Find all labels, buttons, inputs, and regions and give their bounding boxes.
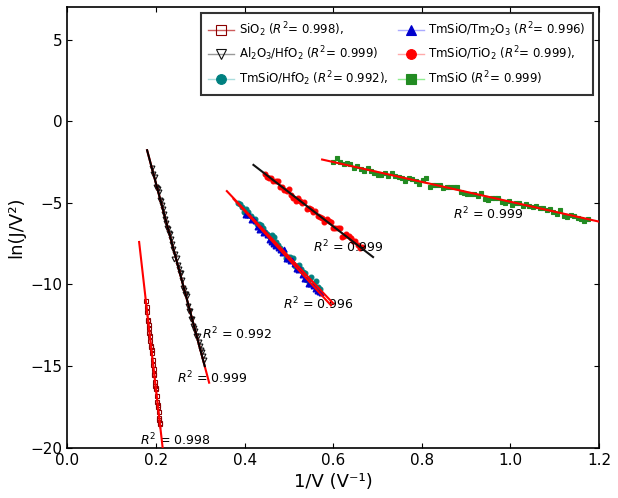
Text: $R^2$ = 0.999: $R^2$ = 0.999 [453,206,523,223]
Text: $R^2$ = 0.992: $R^2$ = 0.992 [203,325,273,342]
Text: $R^2$ = 0.998: $R^2$ = 0.998 [140,431,211,448]
Text: $R^2$ = 0.999: $R^2$ = 0.999 [177,370,248,386]
Text: $R^2$ = 0.999: $R^2$ = 0.999 [313,239,384,255]
Y-axis label: ln(J/V²): ln(J/V²) [7,197,25,258]
Legend: SiO$_2$ ($R^2$= 0.998),, Al$_2$O$_3$/HfO$_2$ ($R^2$= 0.999), TmSiO/HfO$_2$ ($R^2: SiO$_2$ ($R^2$= 0.998),, Al$_2$O$_3$/HfO… [201,13,593,95]
Text: $R^2$ = 0.996: $R^2$ = 0.996 [283,296,354,312]
X-axis label: 1/V (V⁻¹): 1/V (V⁻¹) [294,473,373,491]
